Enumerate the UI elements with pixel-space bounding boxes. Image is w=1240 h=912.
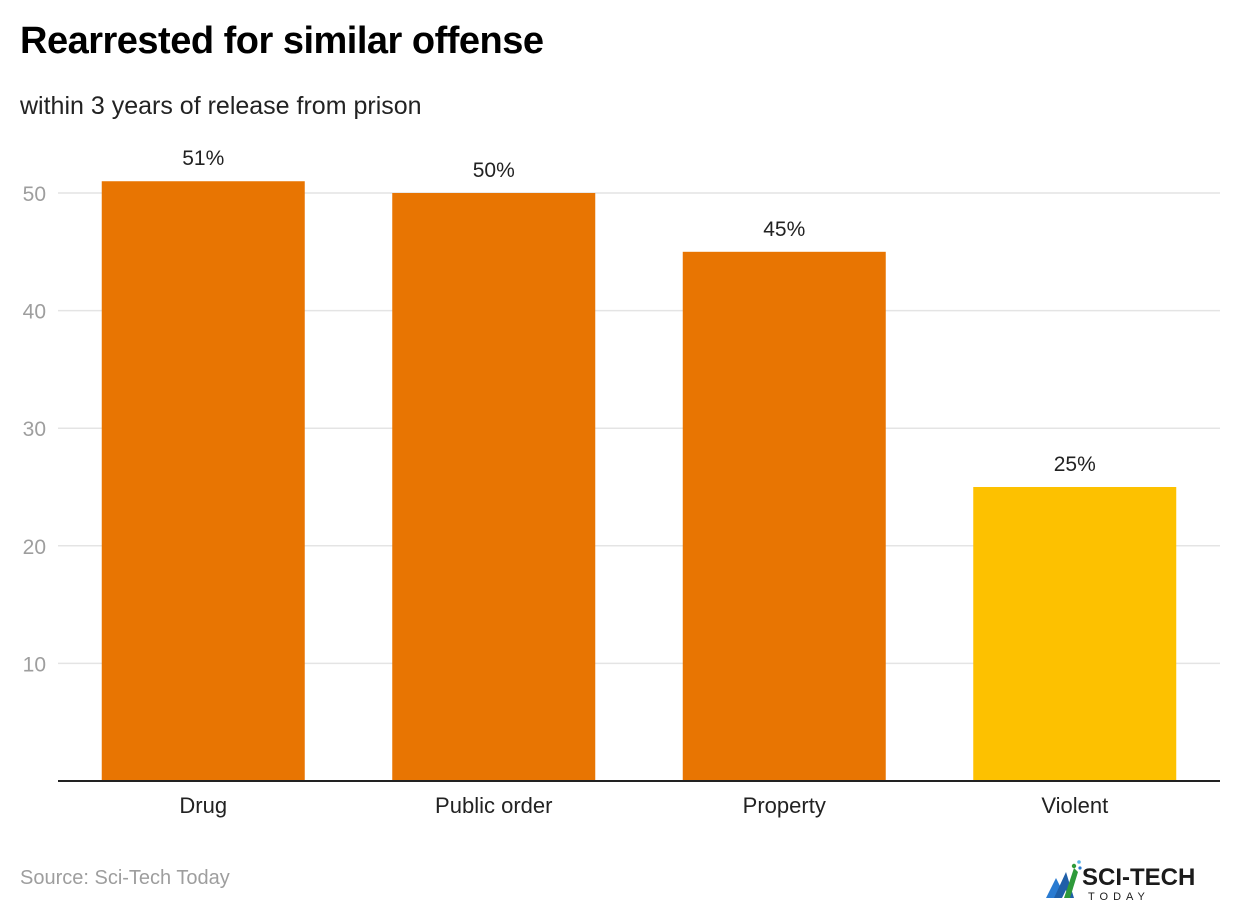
logo-main-text: SCI-TECH: [1082, 864, 1195, 891]
chart-title: Rearrested for similar offense: [20, 20, 544, 62]
bar-public-order: [392, 193, 596, 781]
logo-sub-text: TODAY: [1088, 891, 1150, 902]
data-label: 45%: [763, 218, 805, 241]
sci-tech-today-logo: SCI-TECH TODAY: [1046, 860, 1195, 902]
y-tick-label: 10: [23, 653, 46, 676]
source-note: Source: Sci-Tech Today: [20, 867, 230, 889]
data-label: 50%: [473, 159, 515, 182]
y-tick-label: 40: [23, 301, 46, 324]
y-tick-label: 50: [23, 183, 46, 206]
x-category-label: Drug: [179, 793, 227, 818]
bar-property: [682, 251, 886, 782]
y-tick-label: 20: [23, 536, 46, 559]
bar-violent: [973, 487, 1177, 781]
bars: [101, 181, 1177, 782]
chart-subtitle: within 3 years of release from prison: [20, 92, 422, 120]
x-category-label: Public order: [435, 793, 552, 818]
data-label: 51%: [182, 147, 224, 170]
data-label: 25%: [1054, 453, 1096, 476]
logo-mark-icon: [1046, 860, 1082, 898]
bar-drug: [101, 181, 305, 782]
x-category-label: Violent: [1041, 793, 1108, 818]
y-tick-label: 30: [23, 418, 46, 441]
y-axis-ticks: 10 20 30 40 50: [23, 183, 46, 676]
data-labels: 51% 50% 45% 25%: [182, 147, 1096, 476]
x-category-label: Property: [743, 793, 826, 818]
x-axis-categories: Drug Public order Property Violent: [179, 793, 1108, 818]
